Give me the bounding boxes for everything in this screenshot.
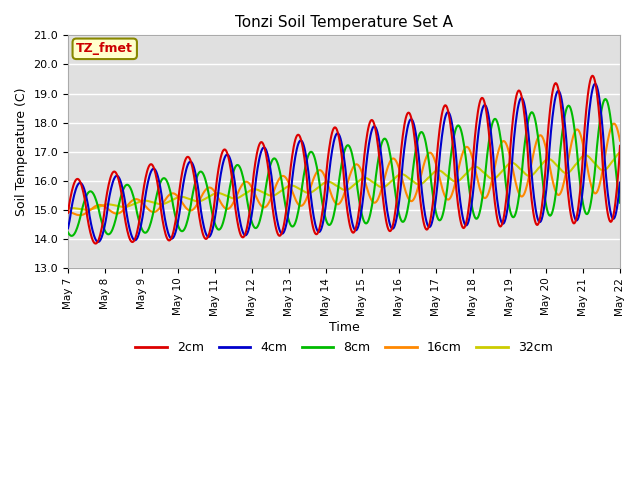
Y-axis label: Soil Temperature (C): Soil Temperature (C) xyxy=(15,87,28,216)
X-axis label: Time: Time xyxy=(328,321,360,334)
Text: TZ_fmet: TZ_fmet xyxy=(76,42,133,55)
Legend: 2cm, 4cm, 8cm, 16cm, 32cm: 2cm, 4cm, 8cm, 16cm, 32cm xyxy=(131,336,557,360)
Title: Tonzi Soil Temperature Set A: Tonzi Soil Temperature Set A xyxy=(235,15,453,30)
